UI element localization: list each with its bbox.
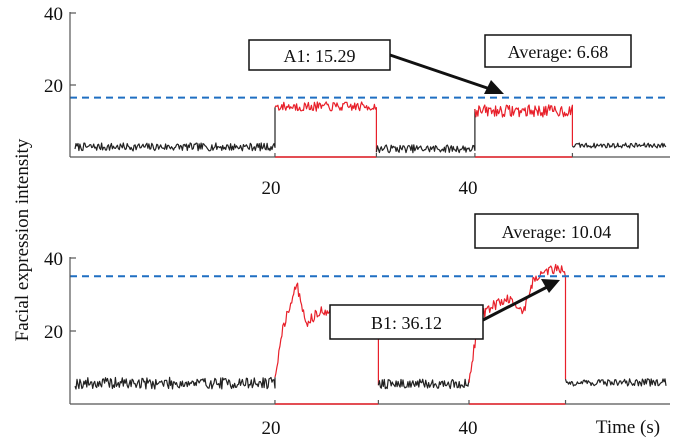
bot-x-tick-label-1: 40	[459, 418, 478, 439]
annotation-label-b1: B1: 36.12	[371, 313, 442, 333]
annotation-label-bottom-average: Average: 10.04	[502, 222, 612, 242]
bottom-x-ticks: 20 40	[262, 418, 478, 439]
top-highlights	[274, 153, 574, 158]
top-series-1-segment-0	[274, 101, 377, 153]
annotation-label-a1: A1: 15.29	[284, 46, 356, 66]
top-series-0-segment-0	[74, 107, 276, 152]
bot-series-0-segment-1	[377, 378, 470, 390]
bot-series-0-segment-2	[564, 378, 667, 387]
annotation-arrowhead-a1	[484, 80, 504, 94]
bot-x-tick-label-0: 20	[262, 418, 281, 439]
top-series-1-segment-1	[474, 104, 574, 146]
top-x-ticks: 20 40	[262, 178, 478, 199]
annotation-box-b1	[329, 304, 484, 340]
annotation-arrow-b1	[482, 283, 552, 322]
y-axis-label: Facial expression intensity	[12, 138, 33, 341]
bottom-traces	[74, 263, 667, 390]
top-traces	[74, 101, 667, 154]
top-y-tick-label-0: 20	[44, 76, 63, 97]
x-axis-label: Time (s)	[596, 417, 660, 438]
annotation-box-a1	[248, 39, 391, 71]
annotation-label-top-average: Average: 6.68	[508, 42, 609, 62]
bot-series-1-segment-1	[468, 263, 567, 383]
bot-y-tick-label-0: 20	[44, 322, 63, 343]
top-series-0-segment-1	[375, 109, 476, 154]
top-x-tick-label-0: 20	[262, 178, 281, 199]
bottom-highlights	[274, 400, 567, 405]
annotation-arrow-a1	[389, 53, 497, 93]
top-series-0-segment-2	[571, 142, 667, 149]
annotation-arrowhead-b1	[541, 279, 560, 293]
annotation-box-top-average	[484, 34, 632, 68]
bot-series-0-segment-0	[74, 376, 276, 390]
bot-y-tick-label-1: 40	[44, 249, 63, 270]
top-y-tick-label-1: 40	[44, 4, 63, 25]
top-x-tick-label-1: 40	[459, 178, 478, 199]
annotation-box-bottom-average	[474, 213, 639, 249]
